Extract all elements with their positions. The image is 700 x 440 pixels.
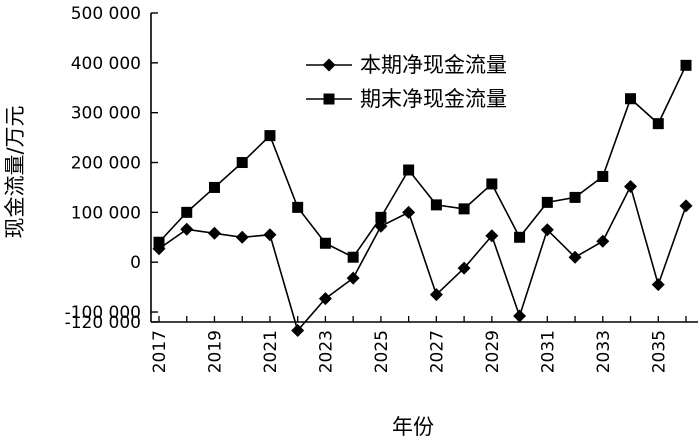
y-tick-label: 100 000	[71, 203, 141, 223]
x-axis-title: 年份	[392, 415, 434, 439]
legend-label: 本期净现金流量	[360, 53, 507, 77]
y-tick-label: 400 000	[71, 54, 141, 74]
data-point	[429, 288, 443, 302]
data-point	[207, 226, 221, 240]
data-point	[651, 278, 665, 292]
legend-marker	[323, 93, 335, 105]
data-point	[181, 206, 193, 218]
x-tick-label: 2023	[316, 330, 336, 373]
data-point	[319, 237, 331, 249]
x-tick-label: 2017	[150, 330, 170, 373]
data-point	[569, 191, 581, 203]
y-tick-label: -120 000	[65, 313, 141, 333]
axes: -120 000-100 000 0 100 000 200 000 300 000 40…	[65, 4, 698, 373]
data-point	[624, 179, 638, 193]
legend-entry: 期末净现金流量	[306, 87, 507, 111]
series-layer	[152, 59, 693, 337]
x-tick-label: 2031	[538, 330, 558, 373]
data-point	[596, 234, 610, 248]
data-point	[402, 205, 416, 219]
data-point	[264, 130, 276, 142]
data-point	[652, 118, 664, 130]
data-point	[679, 199, 693, 213]
x-tick-label: 2021	[261, 330, 281, 373]
y-axis-title: 现金流量/万元	[3, 105, 27, 238]
series-line	[158, 184, 687, 333]
data-point	[236, 157, 248, 169]
data-point	[263, 228, 277, 242]
y-tick-label: -100 000	[65, 303, 141, 323]
data-point	[568, 250, 582, 264]
series-2	[153, 59, 692, 263]
data-point	[597, 170, 609, 182]
data-point	[541, 196, 553, 208]
x-tick-label: 2033	[594, 330, 614, 373]
data-point	[180, 222, 194, 236]
series-1	[152, 179, 693, 337]
data-point	[318, 292, 332, 306]
data-point	[430, 199, 442, 211]
data-point	[153, 236, 165, 248]
x-tick-label: 2035	[649, 330, 669, 373]
data-point	[514, 231, 526, 243]
data-point	[292, 201, 304, 213]
data-point	[680, 59, 692, 71]
data-point	[208, 181, 220, 193]
data-point	[347, 251, 359, 263]
data-point	[235, 230, 249, 244]
data-point	[513, 309, 527, 323]
legend-label: 期末净现金流量	[360, 87, 507, 111]
x-tick-label: 2019	[205, 330, 225, 373]
data-point	[346, 271, 360, 285]
data-point	[485, 229, 499, 243]
x-tick-label: 2027	[427, 330, 447, 373]
y-tick-label: 500 000	[71, 4, 141, 24]
y-tick-label: 300 000	[71, 104, 141, 124]
y-tick-label: 0	[130, 253, 141, 273]
data-point	[375, 211, 387, 223]
x-tick-label: 2025	[372, 330, 392, 373]
data-point	[458, 203, 470, 215]
x-tick-label: 2029	[483, 330, 503, 373]
data-point	[457, 261, 471, 275]
data-point	[625, 93, 637, 105]
legend-marker	[322, 58, 336, 72]
data-point	[540, 223, 554, 237]
data-point	[403, 164, 415, 176]
y-tick-label: 200 000	[71, 154, 141, 174]
legend-entry: 本期净现金流量	[306, 53, 507, 77]
data-point	[291, 323, 305, 337]
data-point	[486, 178, 498, 190]
